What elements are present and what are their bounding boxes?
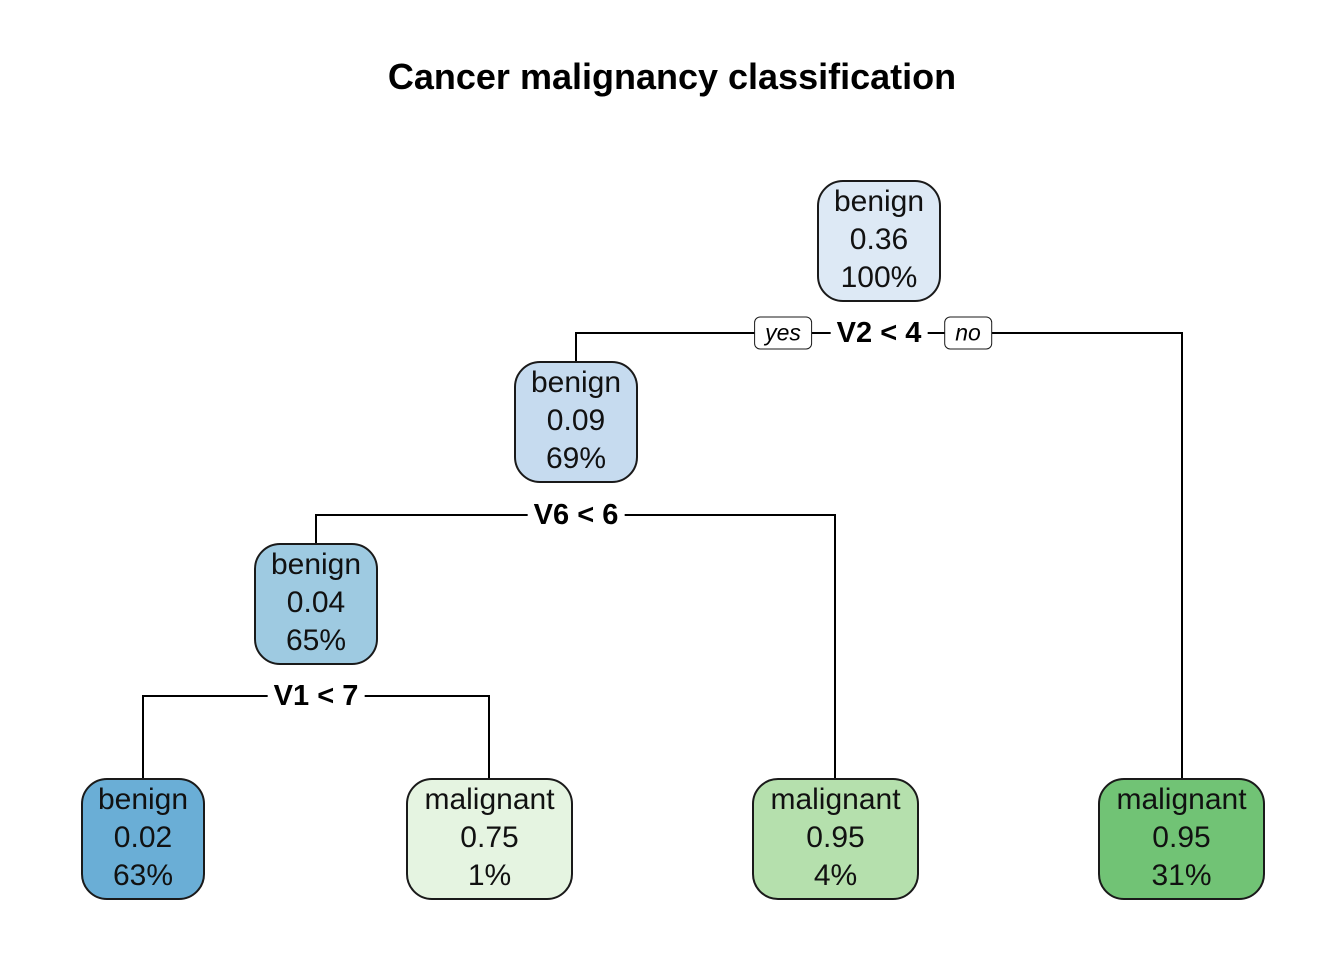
tree-node-root: benign 0.36 100%	[817, 180, 941, 302]
diagram-title: Cancer malignancy classification	[387, 56, 957, 97]
node-class: benign	[97, 783, 189, 816]
node-class: benign	[270, 548, 362, 581]
node-probability: 0.09	[546, 404, 606, 437]
node-percent: 100%	[840, 261, 918, 294]
node-class: malignant	[424, 783, 555, 816]
node-probability: 0.04	[286, 586, 346, 619]
node-percent: 63%	[112, 859, 174, 892]
edge-root-right	[879, 332, 1183, 778]
node-class: malignant	[770, 783, 901, 816]
split-label-n2: V6 < 6	[527, 499, 625, 531]
node-probability: 0.95	[1152, 821, 1211, 854]
branch-yes-label: yes	[754, 316, 812, 350]
node-percent: 4%	[813, 859, 858, 892]
edge-n3-right	[316, 695, 490, 778]
node-percent: 65%	[285, 624, 347, 657]
node-percent: 1%	[467, 859, 512, 892]
tree-leaf-4: malignant 0.95 31%	[1098, 778, 1265, 900]
branch-no-label: no	[944, 316, 992, 350]
node-probability: 0.02	[113, 821, 173, 854]
tree-leaf-2: malignant 0.75 1%	[406, 778, 573, 900]
tree-leaf-1: benign 0.02 63%	[81, 778, 205, 900]
edge-n2-left	[315, 514, 576, 544]
split-label-root: V2 < 4	[830, 317, 928, 349]
tree-node-2: benign 0.09 69%	[514, 361, 638, 483]
edge-n3-left	[142, 695, 316, 778]
node-probability: 0.36	[849, 223, 909, 256]
tree-node-3: benign 0.04 65%	[254, 543, 378, 665]
node-percent: 69%	[545, 442, 607, 475]
edge-n2-right	[576, 514, 836, 778]
node-probability: 0.95	[806, 821, 865, 854]
split-label-n3: V1 < 7	[267, 680, 365, 712]
node-percent: 31%	[1151, 859, 1212, 892]
node-probability: 0.75	[460, 821, 519, 854]
node-class: benign	[833, 185, 925, 218]
node-class: malignant	[1116, 783, 1247, 816]
node-class: benign	[530, 366, 622, 399]
tree-leaf-3: malignant 0.95 4%	[752, 778, 919, 900]
